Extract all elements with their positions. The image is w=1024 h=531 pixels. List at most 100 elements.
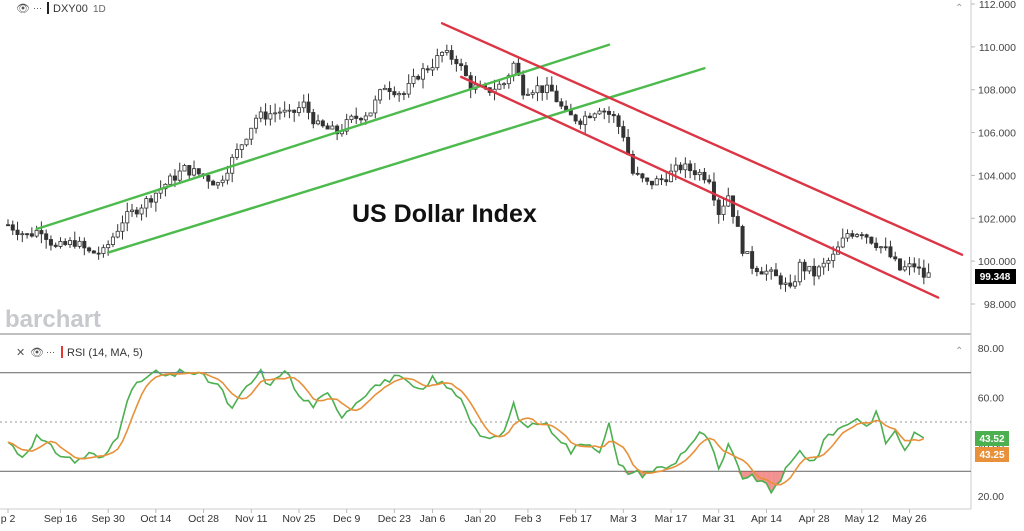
candle-body [689,164,692,171]
candle-body [150,199,153,203]
candle-body [860,235,863,236]
candle-body [45,234,48,240]
annotation-title: US Dollar Index [352,200,537,228]
candle-body [59,241,62,246]
candle-body [240,145,243,150]
candle-body [388,88,391,91]
candle-body [693,171,696,175]
candle-body [188,165,191,175]
candle-body [855,235,858,237]
candle-body [917,267,920,268]
rsi-tick-label: 80.00 [978,343,1004,355]
candle-body [398,94,401,95]
candle-body [207,176,210,182]
time-tick-label: Mar 17 [655,513,688,525]
candle-body [326,126,329,129]
candle-body [803,262,806,271]
candle-body [650,181,653,185]
candle-body [922,268,925,277]
candle-body [789,283,792,286]
candle-body [722,206,725,214]
candle-body [574,115,577,121]
rsi-badge-value: 43.52 [979,434,1004,445]
candle-body [731,196,734,217]
candle-body [751,252,754,269]
candle-body [402,94,405,95]
candle-body [102,248,105,254]
candle-body [64,241,67,244]
candle-body [717,200,720,215]
candle-body [445,50,448,52]
candle-body [875,243,878,247]
candle-body [450,50,453,59]
candle-body [30,234,33,236]
candle-body [316,121,319,124]
candle-body [545,85,548,92]
price-tick-label: 102.000 [978,213,1016,225]
candle-body [431,68,434,70]
rsi-extreme-fills [151,369,785,492]
candle-body [312,112,315,123]
candle-body [369,113,372,116]
candle-body [121,223,124,231]
candle-body [68,241,71,245]
candle-body [641,174,644,178]
candle-body [889,247,892,257]
rsi-legend[interactable]: ✕ 👁 ⋯ RSI (14, MA, 5) [16,346,143,359]
time-tick-label: Oct 14 [140,513,171,525]
candle-body [264,112,267,119]
price-tick-label: 110.000 [979,42,1016,54]
candle-body [421,69,424,79]
eye-icon[interactable]: 👁 [30,347,44,359]
price-tick-label: 98.000 [984,299,1016,311]
rsi-collapse-icon[interactable]: ⌃ [955,346,963,357]
candle-body [78,241,81,246]
close-icon[interactable]: ✕ [16,347,25,359]
candle-body [827,260,830,263]
candle-body [770,270,773,271]
candle-body [107,245,110,248]
price-legend[interactable]: 👁 ⋯ DXY00 1D [16,2,106,15]
candle-body [736,216,739,226]
candle-body [226,173,229,180]
candle-body [894,257,897,259]
candle-body [703,172,706,179]
candle-body [250,128,253,139]
candle-body [674,165,677,171]
candle-body [407,83,410,94]
candle-body [460,64,463,66]
time-tick-label: Mar 3 [610,513,637,525]
candle-body [903,267,906,270]
eye-icon[interactable]: 👁 [16,3,30,15]
candle-body [116,231,119,237]
time-tick-label: May 26 [892,513,927,525]
candle-body [364,116,367,120]
candle-body [502,84,505,85]
candle-body [359,118,362,119]
candle-body [684,164,687,170]
time-tick-label: Feb 3 [515,513,542,525]
candle-body [355,116,358,118]
more-icon[interactable]: ⋯ [33,3,42,13]
price-tick-label: 100.000 [978,256,1016,268]
time-tick-label: Dec 23 [378,513,411,525]
more-icon[interactable]: ⋯ [46,347,55,357]
panel-collapse-icon[interactable]: ⌃ [955,3,963,14]
candle-body [913,264,916,267]
time-tick-label: Sep 30 [92,513,125,525]
candle-body [297,108,300,113]
price-tick-label: 104.000 [978,170,1016,182]
candle-body [393,92,396,95]
candle-body [865,235,868,237]
candle-body [526,94,529,95]
candle-body [350,116,353,119]
candle-body [584,116,587,124]
candle-body [302,102,305,108]
candle-body [536,86,539,93]
price-panel [0,0,971,334]
candle-body [83,241,86,248]
candle-body [593,114,596,118]
candle-body [73,241,76,247]
